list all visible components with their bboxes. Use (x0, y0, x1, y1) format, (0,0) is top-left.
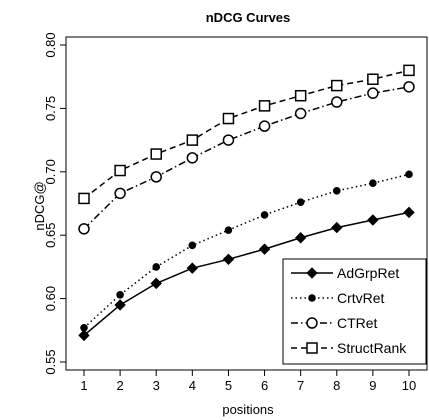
data-point-structrank (114, 164, 126, 177)
data-point-structrank (367, 73, 379, 85)
y-tick-label: 0.65 (43, 223, 58, 248)
x-tick-label: 10 (402, 378, 416, 393)
x-tick-label: 4 (189, 378, 196, 393)
y-tick-label: 0.75 (43, 96, 58, 121)
chart-title: nDCG Curves (206, 10, 291, 25)
data-point-adgrpret (367, 214, 379, 226)
data-point-adgrpret (150, 277, 162, 290)
data-point-ctret (78, 223, 90, 235)
data-point-structrank (258, 100, 271, 112)
data-point-crtvret (152, 263, 161, 271)
data-point-structrank (222, 112, 235, 125)
y-tick-label: 0.70 (43, 159, 58, 184)
legend: AdGrpRet CrtvRet CTRet StructRank (282, 258, 427, 365)
data-point-adgrpret (114, 299, 126, 311)
data-point-crtvret (188, 241, 197, 250)
data-point-crtvret (296, 198, 305, 207)
data-point-structrank (331, 79, 343, 92)
data-point-ctret (403, 81, 415, 93)
series-adgrpret (78, 206, 415, 342)
plot-area (78, 64, 415, 342)
legend-marker-ctret (306, 317, 318, 329)
y-tick-label: 0.60 (43, 286, 58, 311)
legend-marker-adgrpret (306, 267, 318, 279)
series-structrank (78, 64, 415, 205)
data-point-adgrpret (186, 262, 199, 274)
data-point-crtvret (224, 226, 233, 234)
data-point-structrank (403, 64, 415, 77)
data-point-structrank (78, 192, 90, 205)
legend-marker-structrank (306, 342, 318, 354)
series-ctret (78, 81, 415, 235)
y-tick-label: 0.55 (43, 349, 58, 374)
data-point-ctret (294, 107, 307, 120)
axes: 1 2 3 4 5 6 7 8 9 10 0.55 0.60 0.65 0.70 0.75 0.80 (43, 32, 428, 393)
series-line-ctret (83, 86, 410, 230)
data-point-ctret (186, 152, 199, 164)
legend-marker-crtvret (308, 294, 316, 302)
x-tick-label: 6 (261, 378, 268, 393)
x-tick-label: 9 (369, 378, 376, 393)
data-point-adgrpret (222, 253, 235, 265)
x-tick-label: 3 (153, 378, 160, 393)
data-point-ctret (367, 87, 379, 99)
data-point-crtvret (332, 187, 341, 195)
y-axis-label: nDCG@ (32, 181, 47, 230)
data-point-ctret (114, 187, 126, 200)
data-point-adgrpret (403, 206, 415, 219)
data-point-ctret (258, 120, 271, 132)
data-point-crtvret (80, 323, 88, 332)
legend-label-adgrpret: AdGrpRet (337, 265, 399, 281)
series-line-adgrpret (83, 211, 410, 336)
data-point-adgrpret (294, 232, 307, 244)
data-point-crtvret (369, 179, 377, 188)
legend-label-structrank: StructRank (337, 340, 407, 356)
x-tick-label: 2 (116, 378, 123, 393)
y-tick-label: 0.80 (43, 32, 58, 57)
data-point-crtvret (116, 290, 124, 299)
data-point-ctret (331, 96, 343, 108)
x-tick-label: 7 (297, 378, 304, 393)
legend-label-crtvret: CrtvRet (337, 290, 385, 306)
x-tick-label: 8 (333, 378, 340, 393)
data-point-crtvret (405, 170, 413, 179)
data-point-adgrpret (78, 329, 90, 342)
data-point-adgrpret (331, 221, 343, 234)
data-point-adgrpret (258, 243, 271, 255)
data-point-ctret (150, 171, 162, 183)
series-line-structrank (83, 69, 410, 200)
legend-label-ctret: CTRet (337, 315, 378, 331)
x-tick-label: 1 (80, 378, 87, 393)
data-point-crtvret (260, 211, 269, 219)
x-axis-label: positions (222, 402, 274, 417)
data-point-structrank (150, 148, 162, 160)
x-tick-label: 5 (225, 378, 232, 393)
data-point-structrank (186, 134, 199, 146)
plot-frame (65, 36, 428, 371)
data-point-structrank (294, 89, 307, 102)
data-point-ctret (222, 134, 235, 146)
series-crtvret (80, 170, 413, 332)
